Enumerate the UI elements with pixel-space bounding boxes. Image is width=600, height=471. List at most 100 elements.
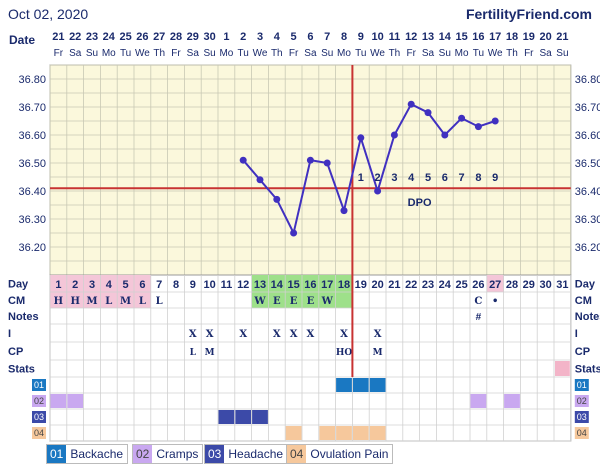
symptom-number: 02: [34, 396, 44, 406]
y-tick-label: 36.40: [18, 186, 46, 198]
day-number: 30: [539, 279, 551, 291]
weekday-label: We: [135, 48, 150, 59]
symptom-cell: [369, 378, 386, 392]
date-number: 17: [489, 31, 501, 43]
symptom-cell: [285, 426, 302, 440]
day-number: 23: [422, 279, 434, 291]
cm-value: L: [156, 296, 163, 307]
day-number: 31: [556, 279, 568, 291]
current-day-cell: [486, 275, 504, 292]
weekday-label: Mo: [102, 48, 116, 59]
weekday-label: Mo: [455, 48, 469, 59]
day-number: 11: [221, 279, 233, 291]
intercourse-mark: X: [374, 329, 382, 340]
legend-item: 01 Backache: [46, 444, 129, 464]
date-number: 19: [523, 31, 535, 43]
weekday-label: Tu: [473, 48, 484, 59]
date-number: 2: [240, 31, 246, 43]
y-tick-label: 36.80: [18, 74, 46, 86]
date-number: 14: [439, 31, 452, 43]
weekday-label: Sa: [539, 48, 552, 59]
y-tick-label: 36.20: [18, 242, 46, 254]
dpo-number: 7: [459, 172, 465, 184]
date-number: 28: [170, 31, 182, 43]
fertile-cell: [335, 275, 353, 308]
legend-label: Cramps: [156, 447, 199, 461]
date-row-label: Date: [9, 33, 35, 47]
weekday-label: Fr: [54, 48, 64, 59]
weekday-label: Tu: [120, 48, 131, 59]
intercourse-mark: X: [290, 329, 298, 340]
day-number: 28: [506, 279, 518, 291]
temperature-line: [242, 102, 496, 236]
y-tick-label: 36.20: [575, 242, 600, 254]
date-number: 23: [86, 31, 98, 43]
day-number: 13: [254, 279, 266, 291]
weekday-label: Su: [556, 48, 568, 59]
day-number: 7: [156, 279, 162, 291]
cm-value: E: [273, 296, 281, 307]
cm-value: M: [86, 296, 97, 307]
date-number: 3: [257, 31, 263, 43]
cp-value: M: [205, 348, 215, 358]
legend-number: 03: [205, 445, 225, 463]
symptom-number-badge: [32, 411, 46, 423]
date-number: 21: [556, 31, 568, 43]
cm-value: •: [492, 296, 498, 307]
symptom-cell: [470, 394, 487, 408]
y-tick-label: 36.60: [18, 130, 46, 142]
date-number: 29: [187, 31, 199, 43]
date-number: 13: [422, 31, 434, 43]
intercourse-mark: X: [239, 329, 247, 340]
weekday-label: Th: [153, 48, 165, 59]
temperature-point: [357, 134, 365, 142]
row-label: Notes: [575, 311, 600, 323]
symptom-number: 03: [34, 412, 44, 422]
cm-value: H: [54, 296, 63, 307]
row-label: I: [8, 328, 11, 340]
day-number: 20: [371, 279, 383, 291]
temperature-point: [323, 159, 331, 167]
row-label: Notes: [8, 311, 39, 323]
date-number: 1: [223, 31, 229, 43]
date-number: 25: [119, 31, 131, 43]
site-name[interactable]: FertilityFriend.com: [465, 6, 592, 22]
symptom-number-badge: [32, 427, 46, 439]
weekday-label: Su: [439, 48, 451, 59]
cp-value: L: [190, 348, 197, 358]
menses-cell: [117, 275, 134, 308]
weekday-label: Mo: [337, 48, 351, 59]
symptom-number-badge: [32, 395, 46, 407]
fertile-cell: [268, 275, 286, 308]
intercourse-mark: X: [340, 329, 348, 340]
date-number: 12: [405, 31, 417, 43]
weekday-label: Su: [203, 48, 215, 59]
fertile-cell: [302, 275, 319, 308]
cm-value: M: [120, 296, 131, 307]
legend-label: Backache: [70, 447, 124, 461]
fertile-cell: [251, 275, 269, 308]
weekday-label: Sa: [69, 48, 82, 59]
weekday-label: Sa: [187, 48, 200, 59]
day-number: 26: [472, 279, 484, 291]
row-label: Stats: [575, 364, 600, 376]
legend-item: 04 Ovulation Pain: [286, 444, 394, 464]
cm-value: L: [139, 296, 146, 307]
symptom-cell: [352, 426, 369, 440]
fertile-cell: [318, 275, 336, 308]
date-number: 9: [358, 31, 364, 43]
symptom-number: 03: [577, 412, 587, 422]
day-number: 21: [388, 279, 400, 291]
day-number: 16: [304, 279, 316, 291]
menses-cell: [134, 275, 151, 308]
day-number: 15: [287, 279, 299, 291]
weekday-label: Th: [389, 48, 401, 59]
weekday-label: Mo: [219, 48, 233, 59]
note-marker: #: [476, 312, 482, 323]
menses-cell: [66, 275, 84, 308]
row-label: Day: [8, 279, 29, 291]
symptom-cell: [319, 426, 336, 440]
symptom-number-badge: [574, 379, 589, 391]
row-label: CP: [8, 346, 23, 358]
